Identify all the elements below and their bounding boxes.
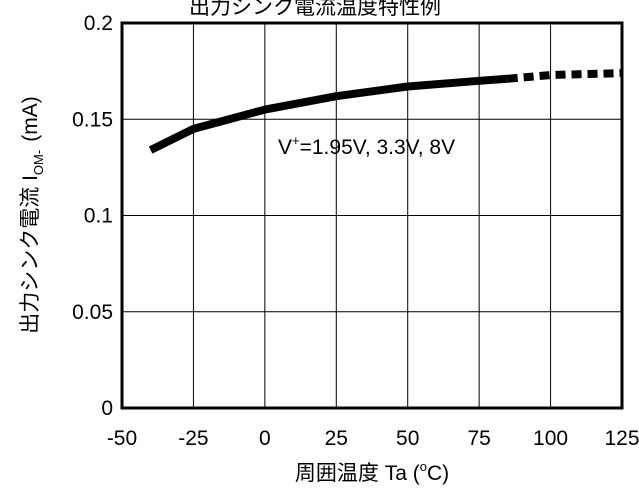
- x-tick-label: -25: [178, 427, 208, 450]
- x-tick-label: -50: [107, 427, 137, 450]
- plot-frame: [120, 21, 624, 410]
- x-tick-label: 50: [396, 427, 419, 450]
- x-tick-labels: -50 -25 0 25 50 75 100 125: [107, 427, 639, 450]
- y-tick-labels: 0 0.05 0.1 0.15 0.2: [72, 12, 113, 420]
- y-tick-label: 0.15: [72, 108, 113, 131]
- x-tick-label: 0: [259, 427, 271, 450]
- annotation-label: V+=1.95V, 3.3V, 8V: [278, 133, 455, 159]
- x-tick-label: 75: [467, 427, 490, 450]
- y-tick-label: 0: [101, 397, 113, 420]
- y-tick-label: 0.1: [84, 205, 113, 228]
- series-lines: [148, 69, 623, 154]
- x-tick-label: 125: [604, 427, 639, 450]
- x-tick-label: 100: [533, 427, 568, 450]
- y-tick-label: 0.05: [72, 301, 113, 324]
- series-line-2: [507, 69, 623, 83]
- series-line-1: [148, 74, 508, 154]
- x-tick-label: 25: [325, 427, 348, 450]
- x-axis-label: 周囲温度 Ta (oC): [295, 459, 449, 485]
- y-tick-label: 0.2: [84, 12, 113, 35]
- chart-title: 出力シンク電流温度特性例: [189, 0, 441, 19]
- grid-lines: [122, 23, 622, 408]
- y-axis-label: 出力シンク電流 IOM-(mA): [19, 96, 46, 333]
